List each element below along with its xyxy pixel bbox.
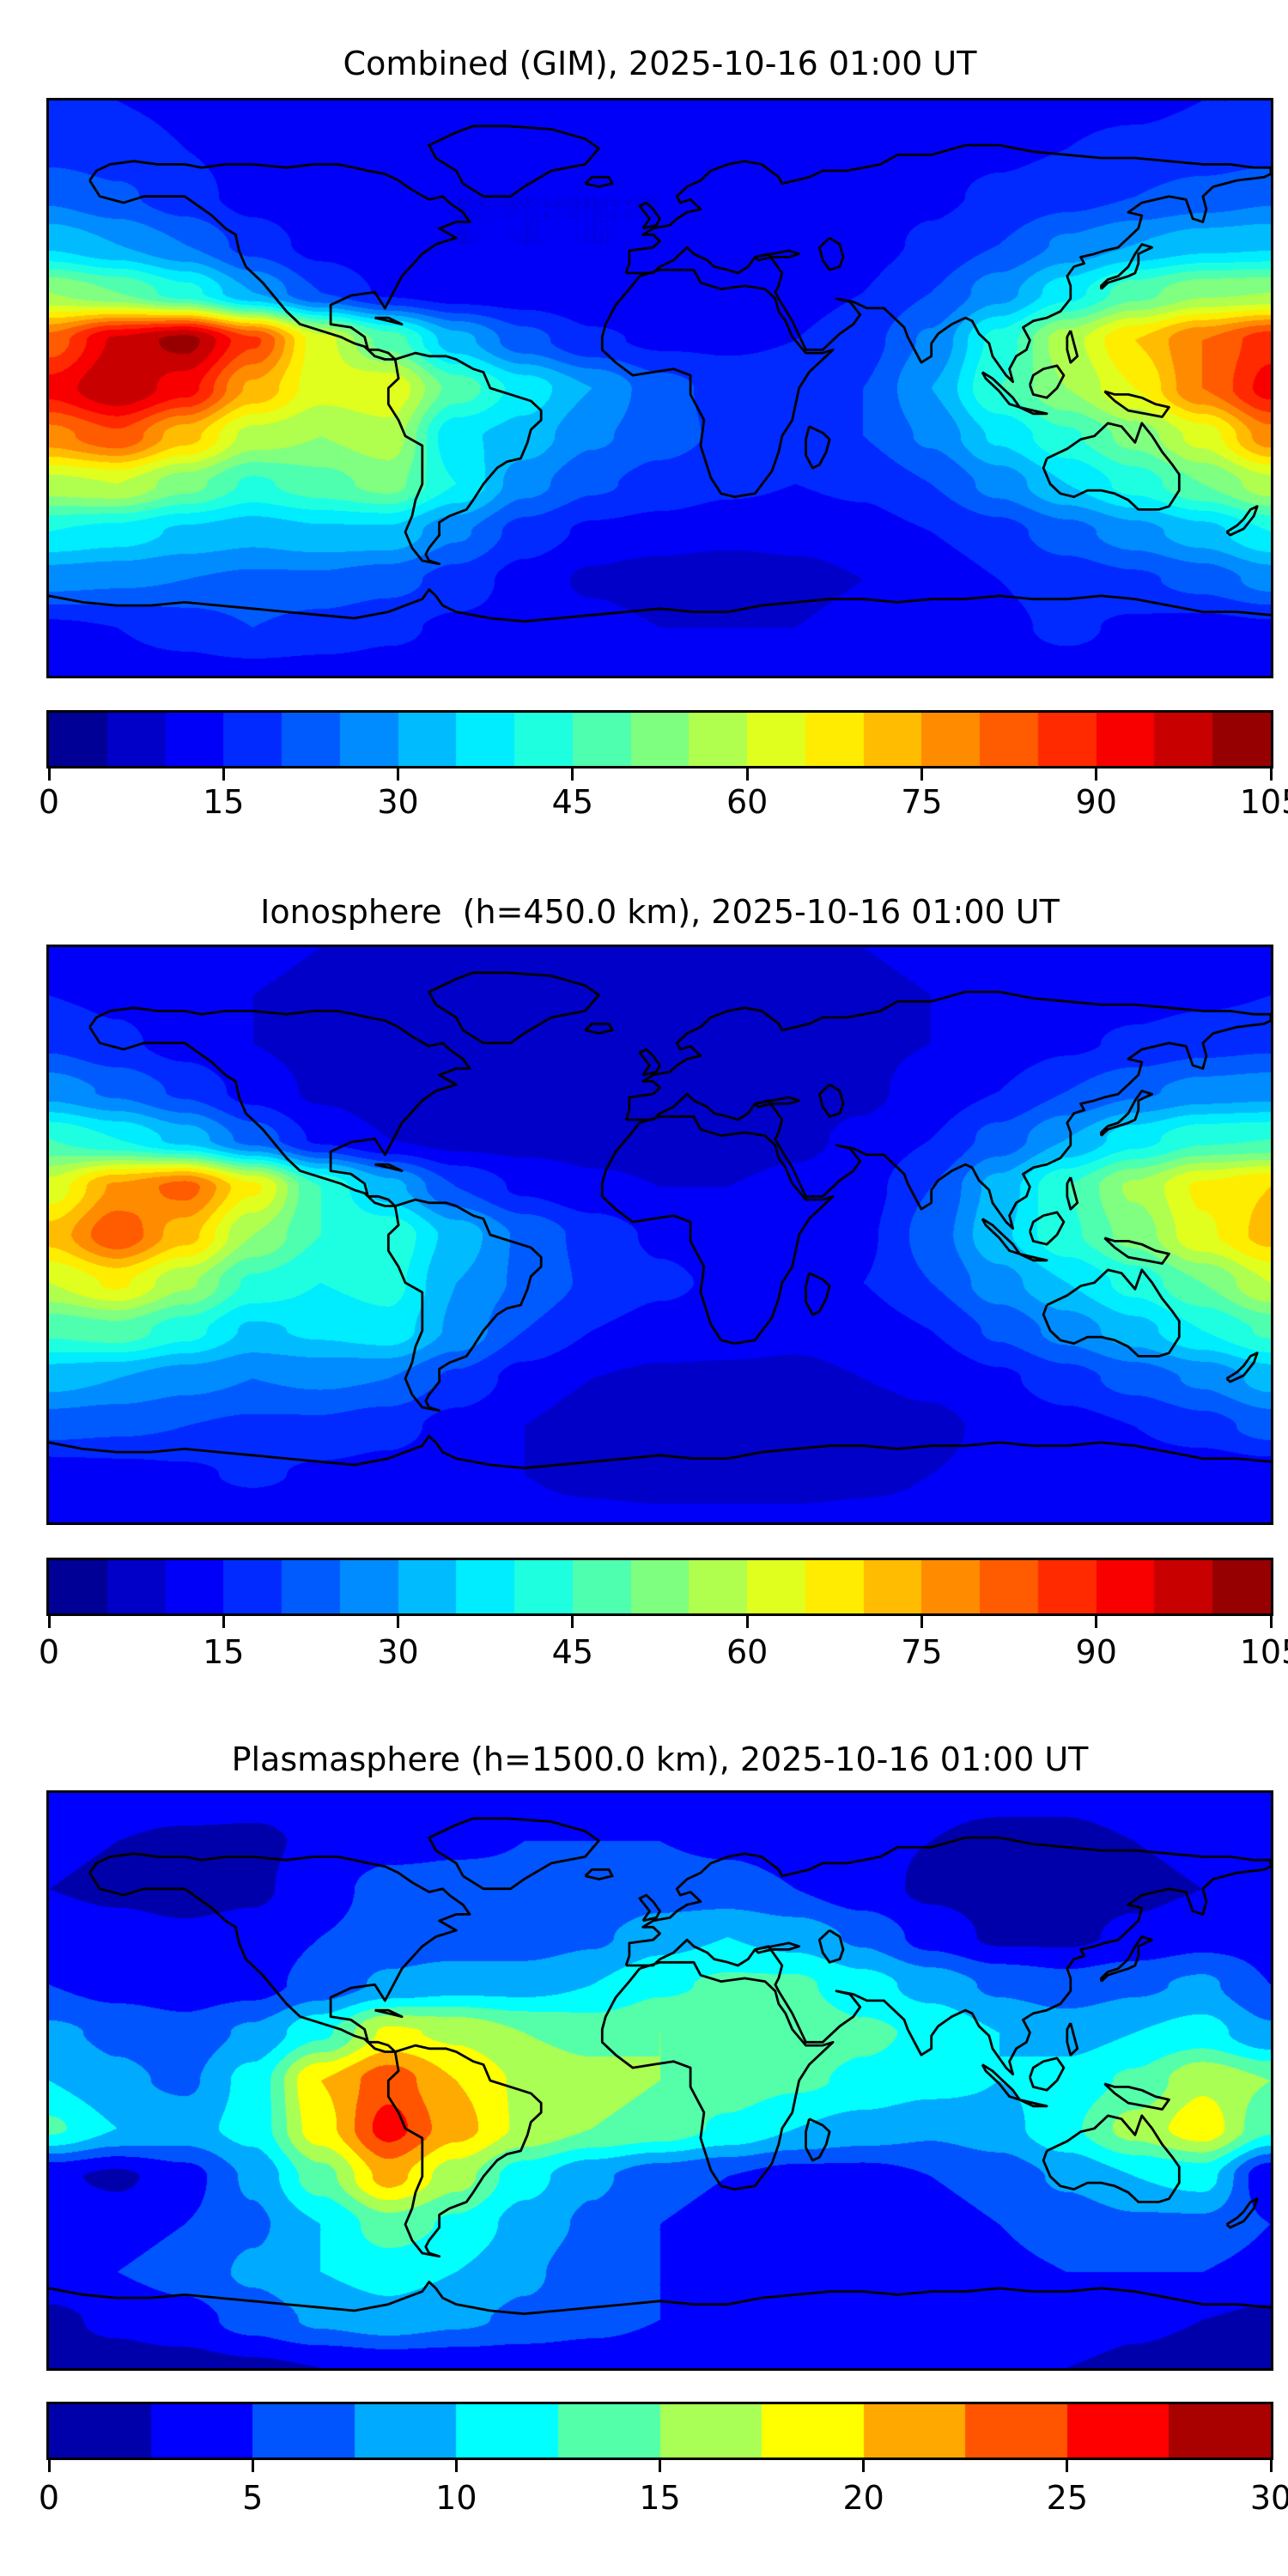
panel-2-colorbar-canvas xyxy=(49,1560,1271,1613)
colorbar-tick-label: 75 xyxy=(901,783,943,821)
colorbar-tick-mark xyxy=(920,769,923,781)
panel-2-colorbar xyxy=(46,1558,1273,1616)
colorbar-tick-label: 0 xyxy=(38,783,60,821)
panel-2-contour-canvas xyxy=(49,947,1271,1522)
panel-3-colorbar-canvas xyxy=(49,2404,1271,2458)
panel-2-title: Ionosphere (h=450.0 km), 2025-10-16 01:0… xyxy=(260,893,1060,931)
colorbar-tick-mark xyxy=(251,2460,254,2472)
colorbar-tick-label: 30 xyxy=(1249,2479,1288,2517)
colorbar-tick-label: 60 xyxy=(726,1633,769,1671)
colorbar-tick-mark xyxy=(571,1616,574,1628)
colorbar-tick-mark xyxy=(745,1616,749,1628)
colorbar-tick-label: 105 xyxy=(1239,783,1288,821)
panel-1-title: Combined (GIM), 2025-10-16 01:00 UT xyxy=(343,45,977,82)
panel-1-colorbar xyxy=(46,710,1273,769)
colorbar-tick-mark xyxy=(397,1616,400,1628)
colorbar-tick-label: 90 xyxy=(1075,1633,1117,1671)
colorbar-tick-label: 0 xyxy=(38,2479,60,2517)
colorbar-tick-mark xyxy=(1095,769,1098,781)
colorbar-tick-mark xyxy=(745,769,749,781)
panel-1-contour-canvas xyxy=(49,100,1271,676)
colorbar-tick-label: 45 xyxy=(551,783,594,821)
panel-3-map xyxy=(46,1790,1273,2371)
colorbar-tick-label: 25 xyxy=(1046,2479,1089,2517)
colorbar-tick-label: 105 xyxy=(1239,1633,1288,1671)
colorbar-tick-mark xyxy=(1095,1616,1098,1628)
panel-2-map xyxy=(46,945,1273,1525)
colorbar-tick-label: 60 xyxy=(726,783,769,821)
colorbar-tick-label: 5 xyxy=(242,2479,264,2517)
colorbar-tick-label: 10 xyxy=(435,2479,477,2517)
colorbar-tick-label: 15 xyxy=(203,1633,245,1671)
colorbar-tick-label: 30 xyxy=(377,783,419,821)
colorbar-tick-mark xyxy=(397,769,400,781)
panel-3-title: Plasmasphere (h=1500.0 km), 2025-10-16 0… xyxy=(231,1741,1089,1778)
colorbar-tick-label: 75 xyxy=(901,1633,943,1671)
colorbar-tick-mark xyxy=(862,2460,866,2472)
colorbar-tick-mark xyxy=(222,769,225,781)
panel-3-colorbar xyxy=(46,2402,1273,2460)
colorbar-tick-mark xyxy=(222,1616,225,1628)
colorbar-tick-mark xyxy=(1269,769,1273,781)
colorbar-tick-mark xyxy=(1269,1616,1273,1628)
panel-1-colorbar-canvas xyxy=(49,713,1271,766)
colorbar-tick-label: 30 xyxy=(377,1633,419,1671)
colorbar-tick-label: 20 xyxy=(842,2479,884,2517)
colorbar-tick-mark xyxy=(659,2460,661,2472)
colorbar-tick-mark xyxy=(454,2460,458,2472)
colorbar-tick-mark xyxy=(1269,2460,1273,2472)
colorbar-tick-label: 15 xyxy=(203,783,245,821)
colorbar-tick-mark xyxy=(920,1616,923,1628)
panel-3-contour-canvas xyxy=(49,1793,1271,2368)
colorbar-tick-label: 0 xyxy=(38,1633,60,1671)
panel-1-map xyxy=(46,98,1273,678)
colorbar-tick-mark xyxy=(47,769,51,781)
colorbar-tick-label: 15 xyxy=(639,2479,681,2517)
colorbar-tick-mark xyxy=(571,769,574,781)
colorbar-tick-mark xyxy=(47,2460,51,2472)
colorbar-tick-label: 90 xyxy=(1075,783,1117,821)
colorbar-tick-label: 45 xyxy=(551,1633,594,1671)
colorbar-tick-mark xyxy=(47,1616,51,1628)
colorbar-tick-mark xyxy=(1066,2460,1069,2472)
